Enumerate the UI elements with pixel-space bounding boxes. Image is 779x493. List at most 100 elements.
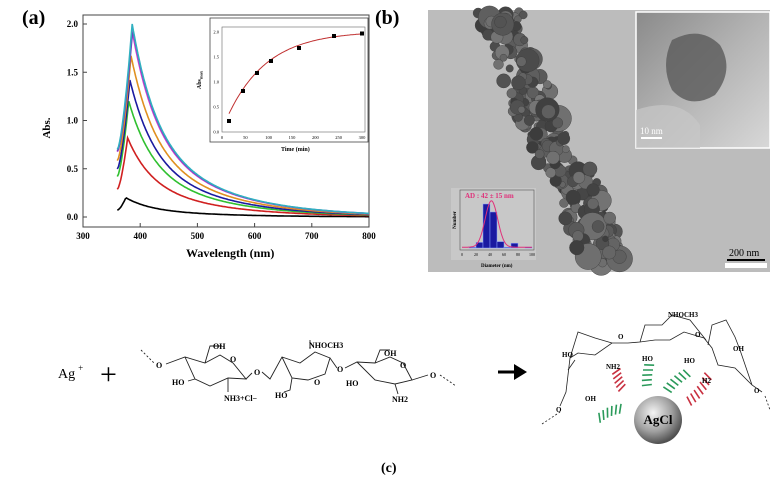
hrtem-scale-label: 10 nm	[640, 126, 663, 136]
atom-label: NHOCH3	[668, 311, 698, 319]
histogram-title: AD : 42 ± 15 nm	[465, 192, 514, 200]
ring-mid	[639, 314, 707, 343]
nanoparticle	[587, 197, 599, 210]
nanoparticle	[541, 104, 556, 119]
nanoparticle	[602, 235, 609, 243]
interaction-dash	[699, 381, 707, 391]
interaction-dash	[689, 393, 697, 403]
nanoparticle	[543, 80, 552, 89]
atom-label: HO	[172, 378, 184, 387]
interaction-dash	[602, 409, 605, 421]
reaction-arrow	[498, 364, 527, 380]
nanoparticle	[496, 73, 511, 89]
inset-x-tick-label: 100	[265, 135, 273, 140]
kinetics-inset: 0 50 100 150 200 250 300 0.0 0.5 1.0 1.5 2.0	[209, 17, 369, 143]
atom-label: HO	[684, 357, 695, 365]
bond	[283, 377, 293, 393]
spectrum-line	[116, 197, 369, 218]
bond	[245, 372, 253, 380]
inset-data-point	[297, 46, 301, 50]
nanoparticle	[559, 198, 569, 208]
atom-label: O	[556, 406, 562, 414]
inset-x-label: Time (min)	[281, 146, 310, 153]
nanoparticle	[545, 167, 557, 178]
histogram-x-tick-label: 20	[474, 252, 478, 257]
histogram-x-tick-label: 80	[516, 252, 520, 257]
interaction-dash	[618, 403, 622, 414]
nanoparticle	[534, 149, 545, 159]
interaction-dash	[701, 376, 710, 386]
interaction-dash	[696, 385, 704, 395]
atom-label: HO	[642, 355, 653, 363]
inset-data-point	[269, 59, 273, 63]
nanoparticle	[505, 64, 514, 73]
plus-sign: +	[100, 358, 117, 391]
chain-bond	[764, 395, 771, 411]
nanoparticle	[602, 245, 617, 260]
atom-label: NH3+Cl−	[224, 394, 258, 403]
nanoparticle	[558, 211, 573, 226]
atom-label: O	[230, 355, 236, 364]
histogram-y-label: Number	[453, 210, 458, 229]
nanoparticle	[523, 114, 535, 126]
chain-bond	[140, 349, 156, 365]
x-tick-label: 800	[362, 231, 376, 241]
nanoparticle	[519, 10, 528, 20]
nanoparticle	[529, 126, 544, 141]
nanoparticle	[506, 88, 518, 99]
atom-label: OH	[384, 349, 397, 358]
ring-2	[261, 351, 331, 381]
interaction-dash	[693, 389, 701, 399]
x-tick-label: 300	[76, 231, 90, 241]
inset-data-point	[255, 71, 259, 75]
nanoparticle	[499, 53, 508, 62]
panel-c-label: (c)	[381, 461, 397, 476]
nanoparticle	[565, 189, 581, 205]
inset-y-tick-label: 1.0	[213, 80, 219, 85]
nanoparticle	[557, 132, 571, 145]
atom-label: O	[430, 371, 436, 380]
spectrum-line	[116, 135, 369, 217]
chitosan-structure	[140, 340, 457, 395]
reaction-scheme: Ag + + O OH O HO NH3+Cl− O NHOCH3	[58, 311, 771, 444]
bond	[374, 349, 390, 364]
nanoparticle	[546, 150, 560, 165]
atom-label: O	[337, 365, 343, 374]
histogram-x-tick-label: 100	[529, 252, 535, 257]
interaction-dash	[614, 404, 618, 415]
product-labels: NHOCH3 HO NH2 HO HO OH H2 OH O O O O	[556, 311, 760, 414]
inset-frame	[209, 17, 369, 143]
inset-y-label: Absmax	[197, 70, 204, 89]
arrow-head	[514, 364, 527, 380]
spectrum-line	[116, 23, 370, 215]
y-tick-label: 1.5	[67, 67, 79, 77]
interaction-dash	[598, 412, 602, 423]
histogram-bar	[489, 211, 498, 249]
inset-data-point	[227, 119, 231, 123]
nanoparticle	[520, 36, 529, 44]
nanoparticle-cluster	[472, 5, 633, 276]
x-tick-label: 700	[305, 231, 319, 241]
interaction-dash	[703, 372, 712, 381]
inset-y-tick-label: 0.5	[213, 105, 219, 110]
interaction-dash	[666, 382, 676, 390]
y-tick-label: 0.0	[67, 212, 79, 222]
interaction-dash	[662, 386, 673, 394]
interaction-dash	[682, 369, 691, 378]
atom-label: OH	[213, 342, 226, 351]
atom-label: NH2	[392, 395, 408, 404]
interaction-dashes	[598, 364, 712, 423]
inset-data-point	[360, 31, 364, 36]
histogram-x-tick-label: 60	[502, 252, 506, 257]
nanoparticle	[572, 230, 584, 242]
bond	[567, 359, 576, 371]
inset-x-tick-label: 200	[312, 135, 320, 140]
y-tick-label: 2.0	[67, 19, 79, 29]
histogram-bar	[496, 241, 505, 249]
atom-label: O	[618, 333, 624, 341]
spectrum-line	[116, 55, 369, 215]
ring-3	[344, 356, 413, 385]
nanoparticle	[511, 75, 526, 91]
hrtem-particle	[666, 33, 727, 102]
inset-data-point	[241, 89, 245, 93]
